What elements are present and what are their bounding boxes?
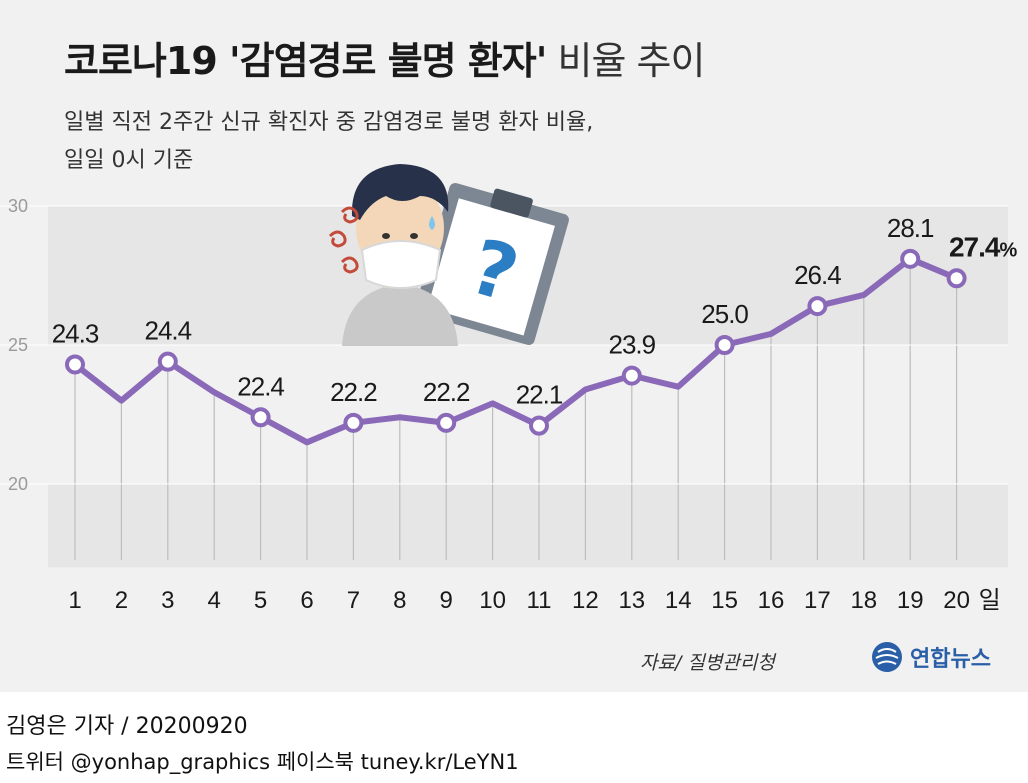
author-credit: 김영은 기자 / 20200920 xyxy=(6,714,248,739)
x-tick-label: 14 xyxy=(665,587,692,614)
data-point-marker xyxy=(157,351,178,372)
final-unit: % xyxy=(999,239,1017,261)
data-label: 23.9 xyxy=(608,330,655,360)
person-icon xyxy=(328,164,458,346)
social-links[interactable]: 트위터 @yonhap_graphics 페이스북 tuney.kr/LeYN1 xyxy=(6,750,519,774)
subtitle: 일별 직전 2주간 신규 확진자 중 감염경로 불명 환자 비율, 일일 0시 … xyxy=(64,104,593,180)
x-tick-label: 12 xyxy=(572,587,599,614)
y-tick-label: 20 xyxy=(8,474,28,494)
vertical-gridlines xyxy=(74,258,958,560)
final-value: 27.4 xyxy=(949,231,1001,262)
y-tick-label: 30 xyxy=(8,196,28,216)
yonhap-globe-icon xyxy=(872,642,902,672)
x-tick-label: 4 xyxy=(208,587,221,614)
page-title: 코로나19 '감염경로 불명 환자' 비율 추이 xyxy=(64,30,706,85)
data-point-marker xyxy=(714,335,735,355)
x-tick-label: 8 xyxy=(393,587,406,614)
source-note: 자료/ 질병관리청 xyxy=(640,652,775,674)
y-axis-ticks: 30 25 20 xyxy=(0,196,1008,494)
data-point-marker xyxy=(807,296,828,317)
x-unit-label: 일 xyxy=(979,586,1001,614)
data-point-marker xyxy=(900,248,921,269)
data-label: 22.4 xyxy=(237,371,284,401)
title-light: 비율 추이 xyxy=(557,39,706,83)
data-label: 26.4 xyxy=(794,260,841,290)
data-label: 22.2 xyxy=(423,377,470,407)
x-tick-label: 2 xyxy=(115,587,128,614)
data-label: 24.3 xyxy=(52,318,99,348)
x-tick-label: 11 xyxy=(527,587,552,614)
data-labels: 24.3 24.4 22.4 22.2 22.2 22.1 23.9 25.0 26.4 28.1… xyxy=(52,213,1019,410)
data-label: 25.0 xyxy=(701,299,748,329)
data-point-marker xyxy=(529,415,549,436)
data-point-marker xyxy=(621,365,642,386)
x-tick-label: 17 xyxy=(804,587,831,614)
data-label: 24.4 xyxy=(144,316,191,346)
y-tick-label: 25 xyxy=(8,335,28,355)
chart-panel xyxy=(0,0,1028,692)
x-tick-label: 13 xyxy=(618,587,645,614)
x-tick-label: 19 xyxy=(897,587,924,614)
subtitle-line-2: 일일 0시 기준 xyxy=(64,148,194,173)
yonhap-logo: 연합뉴스 xyxy=(870,640,991,674)
clipboard-icon: ? xyxy=(415,182,569,346)
x-tick-label: 18 xyxy=(850,587,877,614)
data-point-marker xyxy=(65,354,85,375)
data-label: 22.2 xyxy=(330,377,377,407)
final-data-label: 27.4% xyxy=(949,231,1018,262)
x-tick-label: 20 xyxy=(943,587,970,614)
worried-man-illustration: ? xyxy=(328,164,569,346)
data-point-marker xyxy=(436,412,457,433)
band-below-20 xyxy=(48,484,1008,568)
data-point-marker xyxy=(250,407,271,428)
x-tick-label: 1 xyxy=(68,587,81,614)
data-label: 28.1 xyxy=(887,213,934,243)
data-point-marker xyxy=(946,268,967,289)
x-tick-label: 6 xyxy=(300,587,313,614)
subtitle-line-1: 일별 직전 2주간 신규 확진자 중 감염경로 불명 환자 비율, xyxy=(64,110,594,135)
x-tick-label: 9 xyxy=(440,587,453,614)
x-tick-label: 7 xyxy=(347,587,360,614)
data-points xyxy=(65,248,967,436)
logo-text: 연합뉴스 xyxy=(910,647,991,672)
x-tick-label: 16 xyxy=(758,587,785,614)
x-axis-ticks: 1 2 3 4 5 6 7 8 9 10 11 12 13 14 15 16 17 18 19 20 일 xyxy=(68,586,1000,614)
data-label: 22.1 xyxy=(516,380,563,410)
x-tick-label: 15 xyxy=(711,587,738,614)
title-bold: 코로나19 '감염경로 불명 환자' xyxy=(64,39,547,83)
x-tick-label: 10 xyxy=(479,587,506,614)
x-tick-label: 3 xyxy=(161,587,174,614)
x-tick-label: 5 xyxy=(254,587,267,614)
data-point-marker xyxy=(343,412,364,433)
